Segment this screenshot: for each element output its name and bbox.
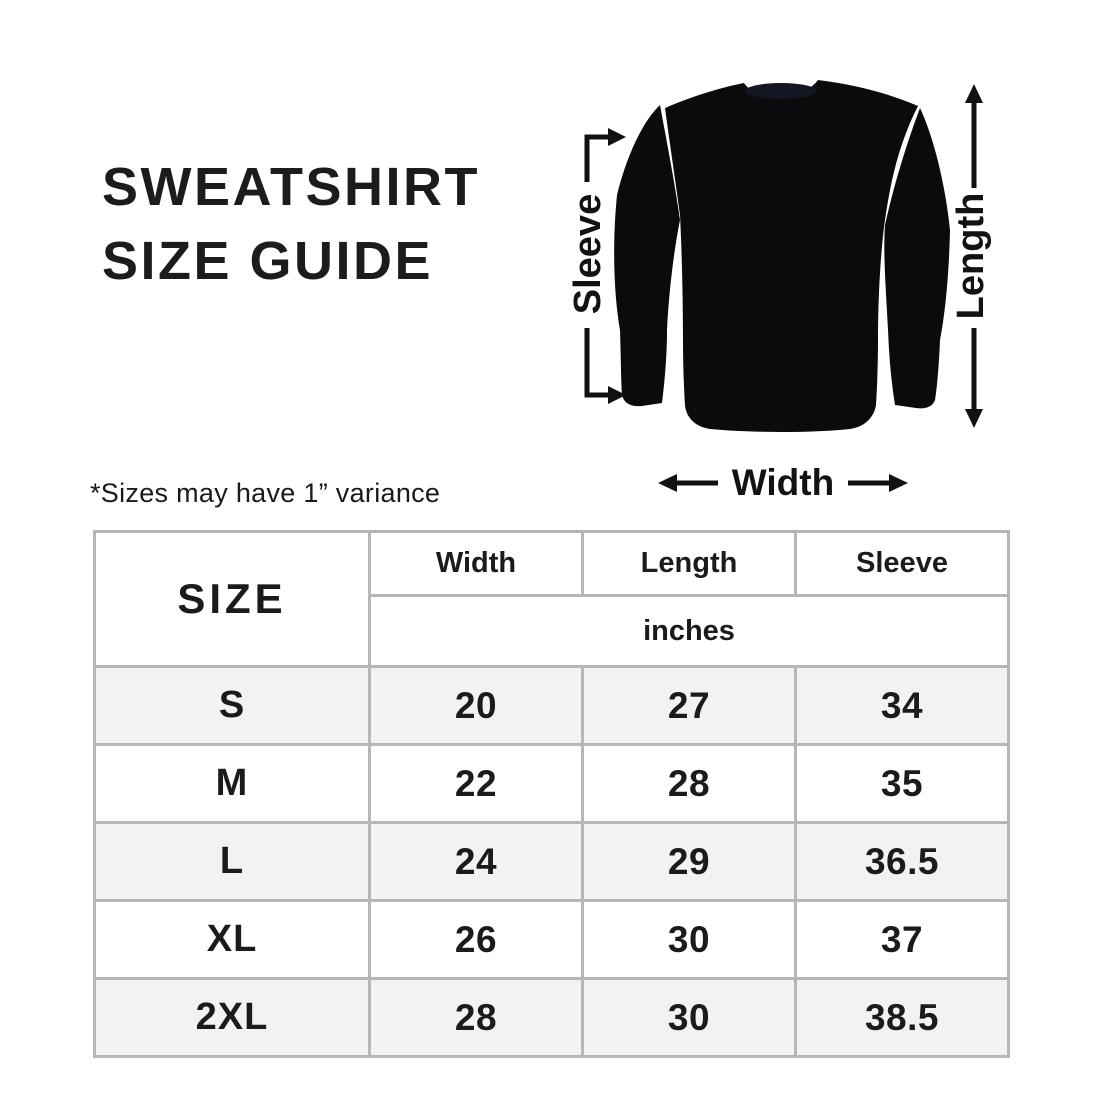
size-value: M bbox=[93, 743, 371, 824]
sleeve-dimension-label: Sleeve bbox=[567, 193, 609, 315]
length-column-header: Length bbox=[581, 530, 797, 597]
table-row-l: L 24 29 36.5 bbox=[93, 821, 1010, 902]
width-value: 28 bbox=[368, 977, 584, 1058]
sweatshirt-right-sleeve bbox=[884, 108, 950, 409]
unit-label: inches bbox=[368, 594, 1010, 668]
table-header-row: SIZE Width Length Sleeve bbox=[93, 530, 1010, 668]
size-value: S bbox=[93, 665, 371, 746]
sleeve-arrow bbox=[584, 134, 608, 398]
table-row-m: M 22 28 35 bbox=[93, 743, 1010, 824]
sleeve-value: 37 bbox=[794, 899, 1010, 980]
length-value: 29 bbox=[581, 821, 797, 902]
length-arrowhead-top bbox=[965, 84, 983, 103]
sweatshirt-left-sleeve bbox=[614, 105, 680, 407]
table-row-2xl: 2XL 28 30 38.5 bbox=[93, 977, 1010, 1058]
length-dimension-label: Length bbox=[950, 192, 992, 320]
size-table: SIZE Width Length Sleeve inches S 20 27 … bbox=[93, 530, 1010, 1058]
title-line-2: SIZE GUIDE bbox=[102, 231, 434, 291]
width-value: 24 bbox=[368, 821, 584, 902]
length-value: 30 bbox=[581, 899, 797, 980]
length-value: 28 bbox=[581, 743, 797, 824]
size-value: L bbox=[93, 821, 371, 902]
sleeve-value: 38.5 bbox=[794, 977, 1010, 1058]
size-value: 2XL bbox=[93, 977, 371, 1058]
width-column-header: Width bbox=[368, 530, 584, 597]
table-row-s: S 20 27 34 bbox=[93, 665, 1010, 746]
collar-opening bbox=[745, 83, 817, 99]
length-arrowhead-bottom bbox=[965, 409, 983, 428]
page-title: SWEATSHIRT SIZE GUIDE bbox=[102, 150, 480, 298]
width-dimension-label: Width bbox=[731, 462, 835, 503]
sweatshirt-body bbox=[665, 80, 918, 432]
size-value: XL bbox=[93, 899, 371, 980]
width-value: 26 bbox=[368, 899, 584, 980]
table-row-xl: XL 26 30 37 bbox=[93, 899, 1010, 980]
sleeve-value: 36.5 bbox=[794, 821, 1010, 902]
size-column-header: SIZE bbox=[93, 530, 371, 668]
width-value: 20 bbox=[368, 665, 584, 746]
length-value: 27 bbox=[581, 665, 797, 746]
length-value: 30 bbox=[581, 977, 797, 1058]
sleeve-arrowhead-top bbox=[608, 128, 626, 146]
title-line-1: SWEATSHIRT bbox=[102, 157, 480, 217]
variance-note: *Sizes may have 1” variance bbox=[90, 478, 441, 508]
sweatshirt-diagram bbox=[584, 80, 983, 492]
sleeve-column-header: Sleeve bbox=[794, 530, 1010, 597]
width-arrowhead-left bbox=[658, 474, 677, 492]
sleeve-value: 35 bbox=[794, 743, 1010, 824]
sleeve-value: 34 bbox=[794, 665, 1010, 746]
width-value: 22 bbox=[368, 743, 584, 824]
width-arrowhead-right bbox=[889, 474, 908, 492]
sleeve-arrowhead-bottom bbox=[608, 386, 626, 404]
table-unit-row: inches bbox=[95, 594, 1010, 668]
